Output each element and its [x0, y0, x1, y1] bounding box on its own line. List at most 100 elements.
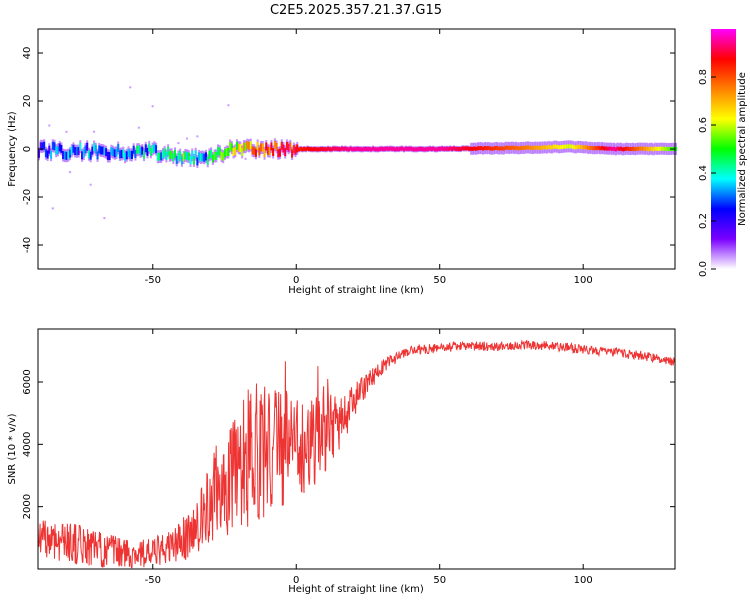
ridge-band: [657, 146, 660, 151]
ridge-band: [433, 147, 436, 152]
ridge-band: [458, 147, 461, 152]
ridge-band: [385, 146, 388, 151]
ridge-band: [328, 147, 331, 152]
ridge-band: [148, 143, 151, 152]
ridge-band: [161, 150, 164, 159]
y-tick-label: -40: [22, 237, 33, 253]
ridge-band: [602, 146, 605, 151]
ridge-band: [575, 145, 578, 150]
ridge-band: [101, 146, 104, 155]
ridge-band: [502, 146, 505, 151]
ridge-band: [545, 145, 548, 150]
ridge-band: [401, 146, 404, 151]
ridge-band: [482, 146, 485, 151]
ridge-band: [43, 141, 46, 150]
ridge-band: [452, 146, 455, 151]
ridge-band: [175, 155, 178, 164]
ridge-band: [196, 157, 199, 166]
ridge-band: [535, 145, 538, 150]
ridge-band: [335, 146, 338, 151]
ridge-band: [359, 147, 362, 152]
ridge-band: [44, 149, 47, 158]
ridge-band: [418, 146, 421, 151]
ridge-band: [332, 146, 335, 151]
ridge-band: [454, 146, 457, 151]
ridge-band: [585, 145, 588, 150]
ridge-band: [662, 146, 665, 151]
ridge-band: [597, 145, 600, 150]
ridge-band: [279, 148, 282, 157]
ridge-band: [260, 143, 263, 152]
ridge-band: [79, 142, 82, 151]
ridge-band: [606, 146, 609, 151]
scatter-point: [186, 137, 189, 140]
ridge-band: [199, 153, 202, 162]
ridge-band: [656, 146, 659, 151]
ridge-band: [146, 147, 149, 156]
ridge-band: [172, 153, 175, 162]
ridge-band: [48, 145, 51, 154]
ridge-band: [394, 147, 397, 152]
ridge-band: [315, 147, 318, 152]
ridge-band: [573, 145, 576, 150]
ridge-band: [81, 151, 84, 160]
ridge-band: [547, 144, 550, 149]
ridge-band: [564, 144, 567, 149]
ridge-band: [449, 146, 452, 151]
ridge-band: [475, 146, 478, 151]
ridge-band: [399, 146, 402, 151]
ridge-band: [306, 146, 309, 151]
colorbar: 0.0 0.2 0.4 0.6 0.8 Normalized spectral ampl…: [698, 29, 748, 277]
ridge-band: [234, 146, 237, 155]
ridge-band: [94, 145, 97, 154]
ridge-band: [160, 152, 163, 161]
ridge-band: [652, 147, 655, 152]
ridge-band: [303, 146, 306, 151]
x-tick-label: -50: [145, 575, 161, 586]
ridge-band: [186, 151, 189, 160]
ridge-band: [137, 145, 140, 154]
ridge-band: [477, 146, 480, 151]
ridge-band: [265, 142, 268, 151]
y-tick-label: 6000: [22, 369, 33, 394]
ridge-band: [582, 145, 585, 150]
ridge-band: [65, 151, 68, 160]
ridge-band: [430, 146, 433, 151]
ridge-band: [420, 146, 423, 151]
ridge-band: [67, 151, 70, 160]
ridge-band: [187, 152, 190, 161]
ridge-band: [168, 151, 171, 160]
ridge-band: [666, 147, 669, 152]
ridge-band: [313, 147, 316, 152]
ridge-band: [559, 145, 562, 150]
y-tick-label: 20: [22, 95, 33, 108]
snr-panel: -50 0 50 100 2000 4000 6000 Height of straigh…: [7, 328, 676, 595]
ridge-band: [108, 151, 111, 160]
ridge-band: [194, 150, 197, 159]
ridge-band: [377, 147, 380, 152]
ridge-band: [143, 150, 146, 159]
ridge-band: [459, 147, 462, 152]
ridge-band: [268, 147, 271, 156]
colorbar-tick-label: 0.8: [698, 69, 709, 85]
ridge-band: [664, 146, 667, 151]
ridge-band: [633, 147, 636, 152]
ridge-band: [416, 147, 419, 152]
ridge-band: [402, 147, 405, 152]
ridge-band: [409, 146, 412, 151]
ridge-band: [378, 147, 381, 152]
ridge-band: [198, 152, 201, 161]
ridge-band: [261, 143, 264, 152]
ridge-band: [46, 150, 49, 159]
ridge-band: [225, 147, 228, 156]
ridge-band: [299, 146, 302, 151]
ridge-band: [463, 146, 466, 151]
ridge-band: [649, 146, 652, 151]
ridge-band: [139, 147, 142, 156]
ridge-band: [289, 142, 292, 151]
ridge-band: [626, 146, 629, 151]
ridge-band: [611, 146, 614, 151]
ridge-band: [344, 146, 347, 151]
y-tick-label: 2000: [22, 494, 33, 519]
ridge-band: [235, 141, 238, 150]
